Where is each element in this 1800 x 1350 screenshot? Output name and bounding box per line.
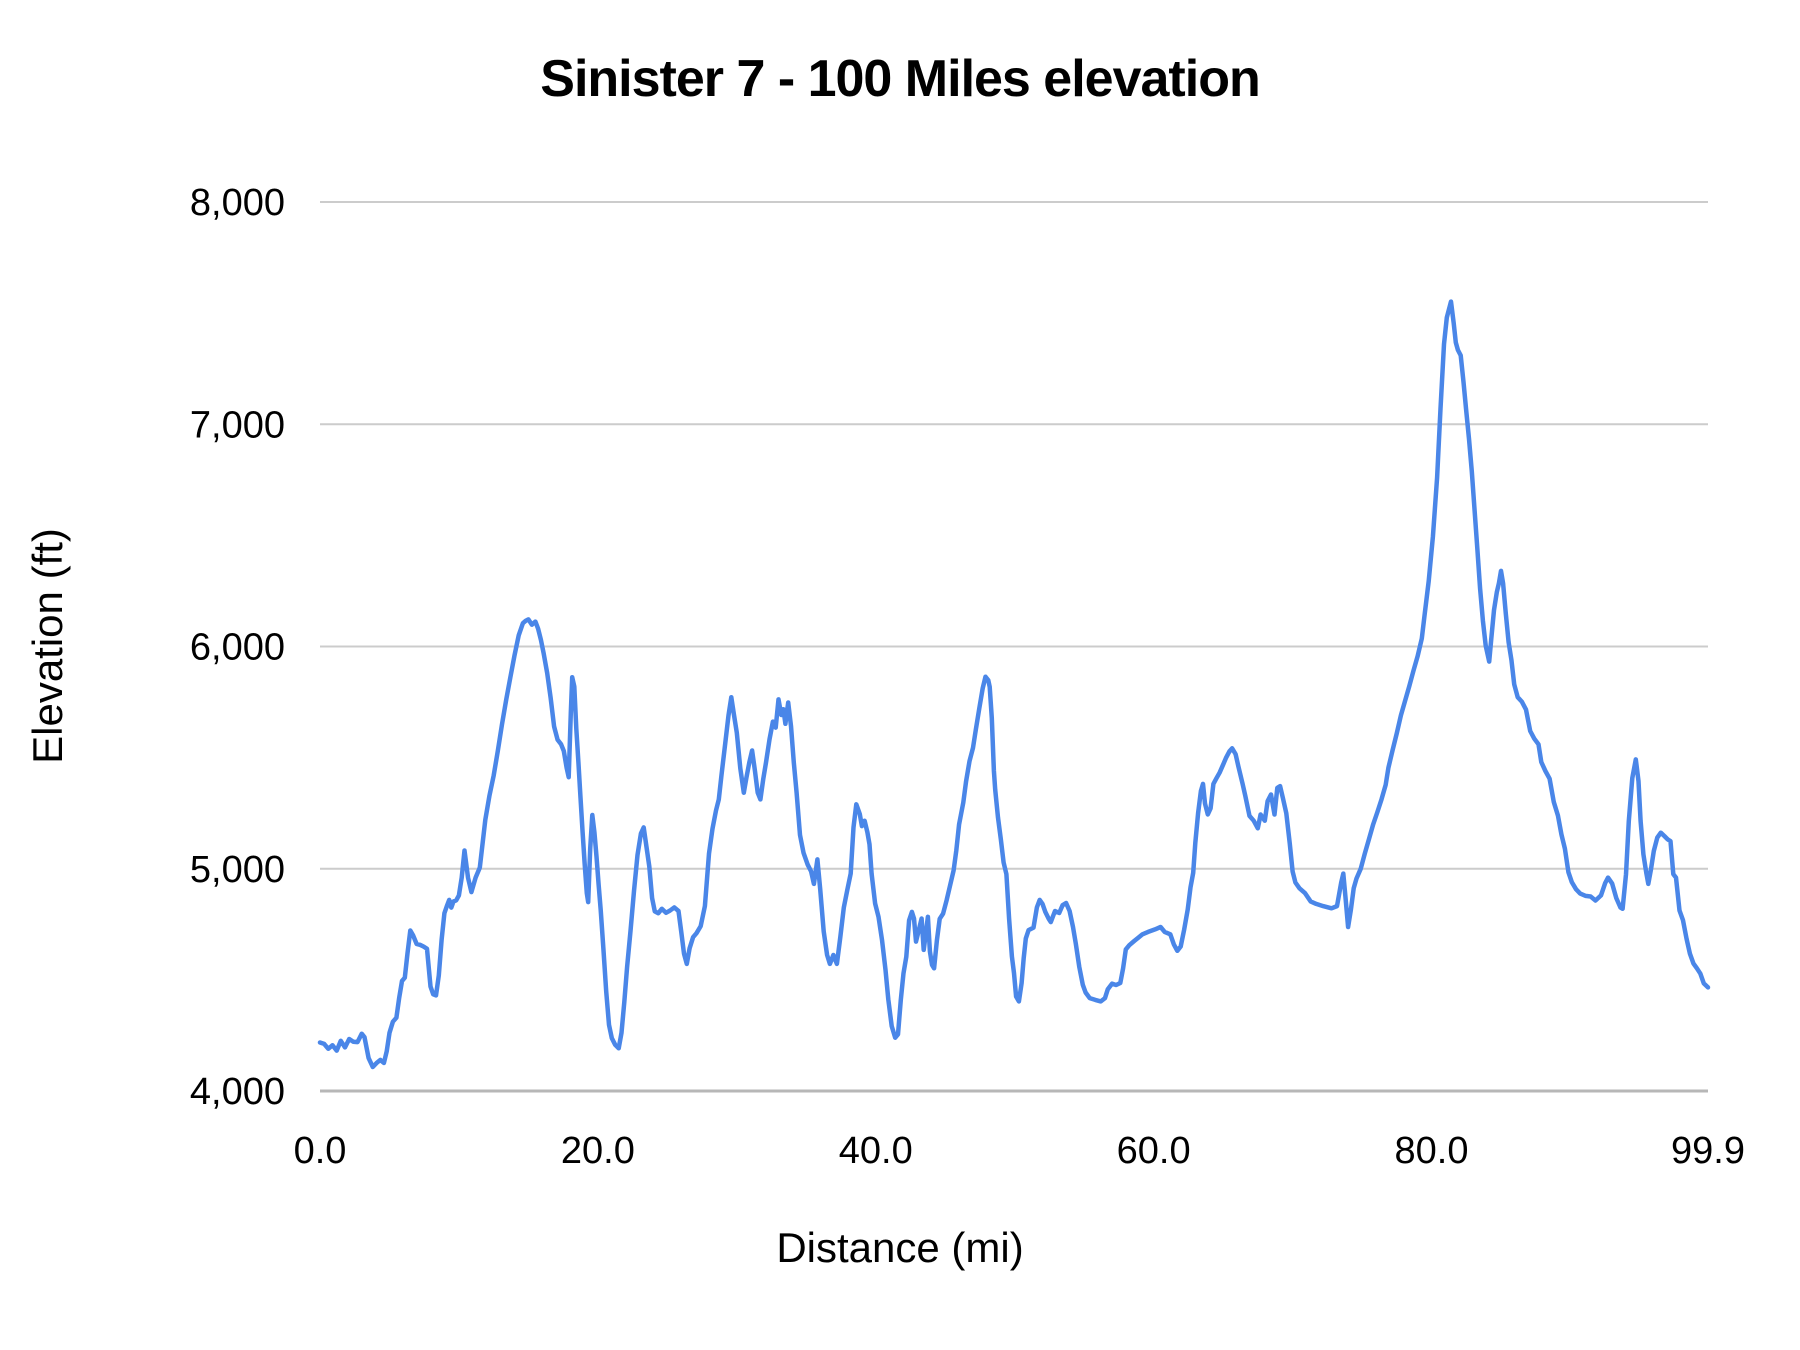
x-axis-title: Distance (mi) (776, 1224, 1023, 1271)
y-tick-label: 4,000 (190, 1071, 285, 1113)
x-tick-label: 60.0 (1117, 1130, 1191, 1172)
x-tick-labels: 0.0 20.0 40.0 60.0 80.0 99.9 (294, 1130, 1745, 1172)
y-tick-label: 6,000 (190, 627, 285, 669)
y-tick-labels: 4,000 5,000 6,000 7,000 8,000 (190, 182, 285, 1113)
y-tick-label: 7,000 (190, 404, 285, 446)
x-tick-label: 80.0 (1395, 1130, 1469, 1172)
elevation-line-series (317, 299, 1711, 1070)
y-tick-label: 8,000 (190, 182, 285, 224)
y-tick-label: 5,000 (190, 849, 285, 891)
y-axis-title: Elevation (ft) (24, 528, 71, 764)
x-tick-label: 20.0 (561, 1130, 635, 1172)
gridlines (320, 201, 1708, 1093)
x-tick-label: 40.0 (839, 1130, 913, 1172)
x-tick-label: 99.9 (1671, 1130, 1745, 1172)
chart-title: Sinister 7 - 100 Miles elevation (540, 50, 1259, 108)
x-tick-label: 0.0 (294, 1130, 347, 1172)
